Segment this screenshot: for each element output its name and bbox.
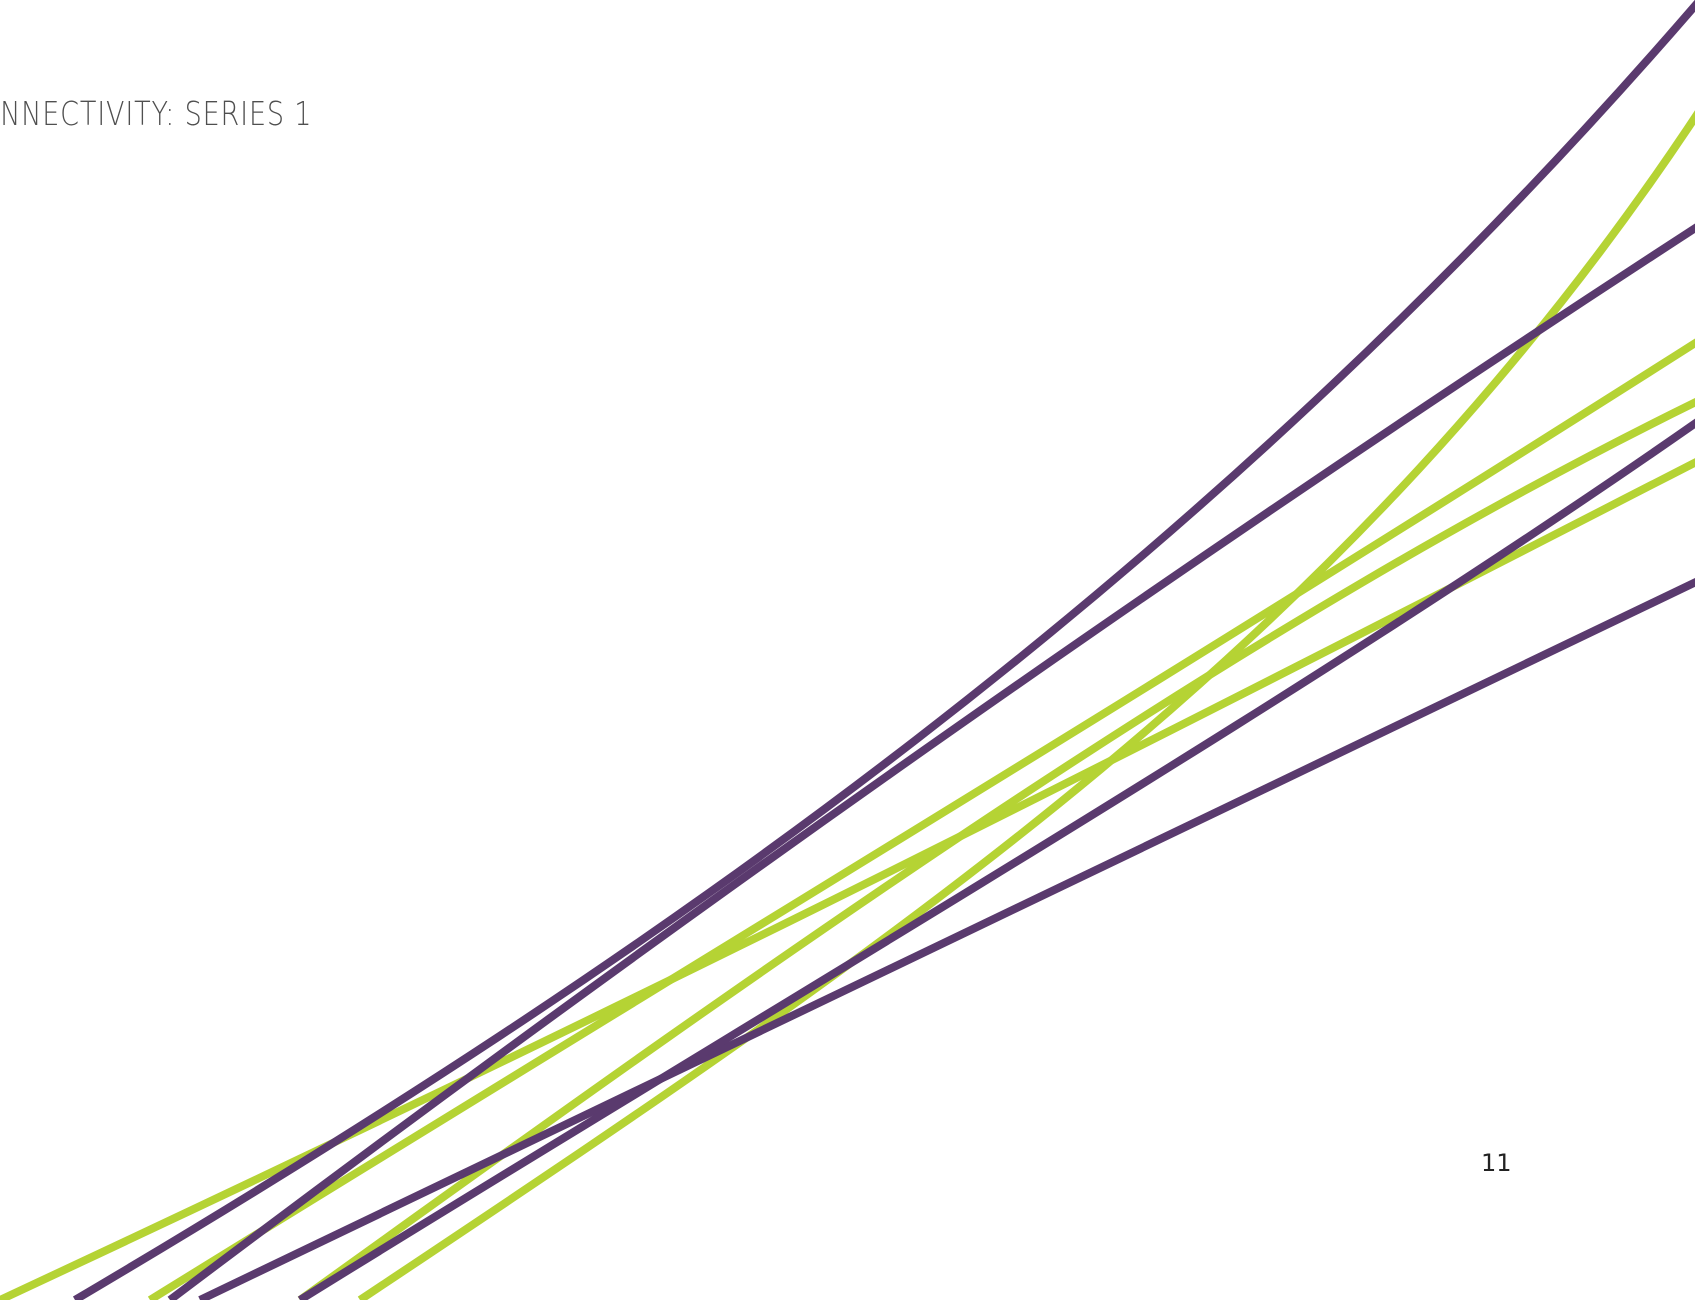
green-line-2 [147,338,1695,1300]
purple-line-4 [297,418,1695,1300]
purple-line-1 [72,0,1695,1300]
page-title: ONNECTIVITY: SERIES 1 [0,94,313,133]
green-line-4 [357,110,1695,1300]
page-number: 11 [1481,1149,1512,1177]
green-line-3 [297,398,1695,1300]
purple-line-3 [198,577,1695,1300]
purple-line-2 [167,223,1695,1300]
green-line-1 [0,458,1695,1300]
